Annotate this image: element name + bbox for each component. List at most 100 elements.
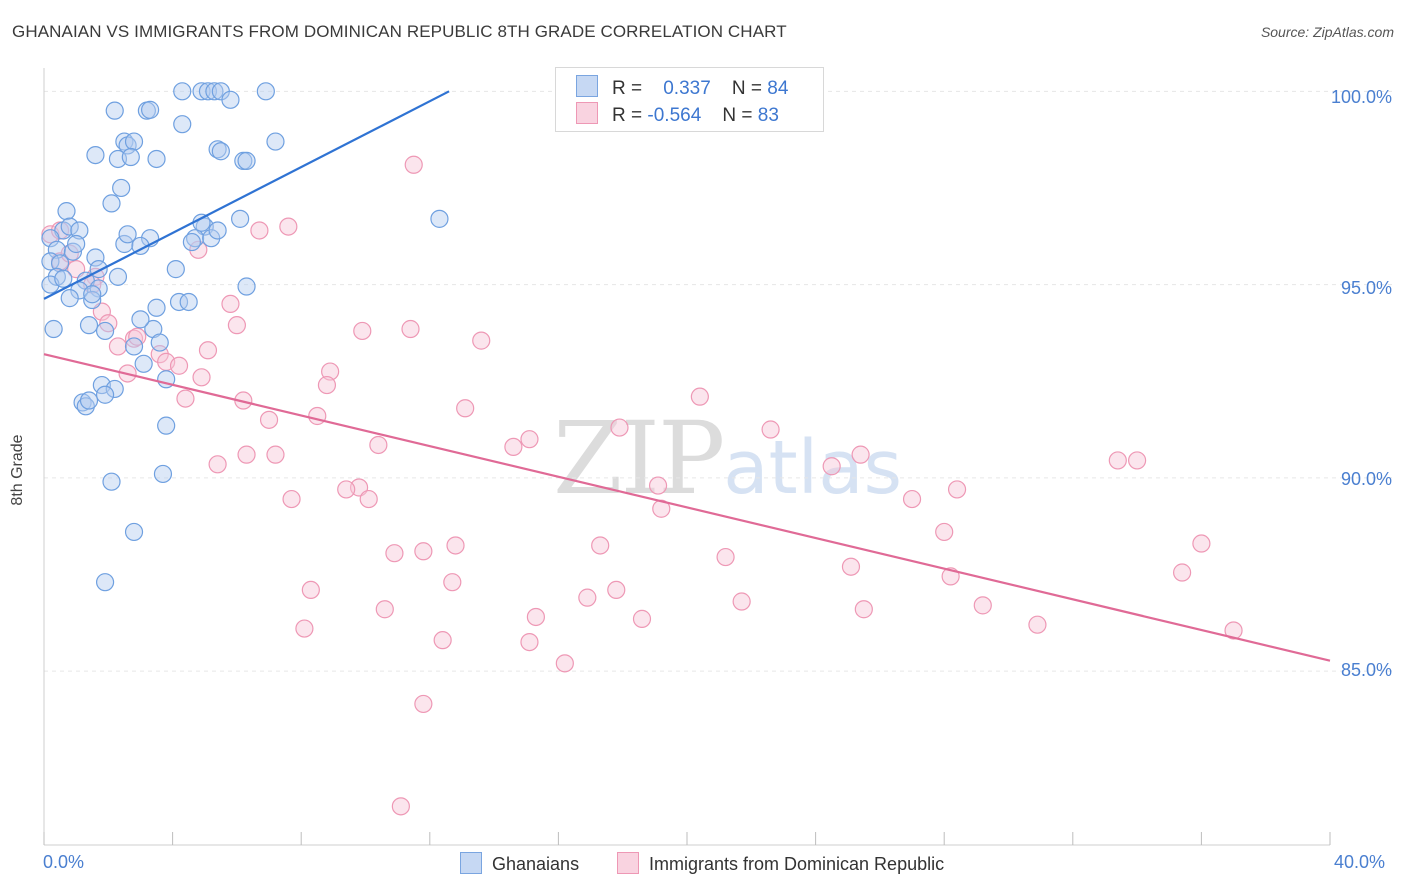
ghanaian-point: [179, 292, 198, 312]
ghanaian-point: [44, 319, 63, 339]
dominican-point: [822, 457, 841, 476]
dominican-point: [520, 430, 539, 449]
y-tick-label: 100.0%: [1330, 87, 1392, 107]
dominican-point: [526, 607, 545, 627]
dominican-point: [108, 337, 128, 356]
source-label: Source: ZipAtlas.com: [1260, 24, 1394, 40]
dominican-point: [337, 480, 356, 499]
ghanaian-point: [192, 82, 211, 101]
dominican-point: [259, 410, 279, 429]
legend-label: Immigrants from Dominican Republic: [649, 854, 945, 874]
ghanaian-point: [95, 385, 115, 404]
axes: [43, 68, 1331, 846]
ghanaian-point: [173, 82, 192, 101]
ghanaian-point: [95, 573, 115, 592]
x-tick-label-max: 40.0%: [1334, 852, 1386, 872]
ghanaian-point: [166, 260, 185, 279]
ghanaian-point: [79, 316, 99, 335]
dominican-point: [902, 489, 922, 509]
dominican-point: [317, 375, 337, 395]
series-ghanaians-points: [41, 82, 449, 592]
dominican-point: [295, 619, 314, 638]
dominican-point: [935, 522, 954, 542]
ghanaian-point: [95, 321, 115, 341]
n-value: 84: [767, 78, 789, 99]
dominican-point: [443, 573, 462, 592]
r-label: R =: [612, 105, 643, 126]
ghanaian-point: [57, 202, 76, 221]
ghanaian-point: [211, 142, 230, 161]
trend-line-ghanaians: [43, 90, 450, 300]
dominican-point: [1173, 563, 1192, 582]
ghanaian-point: [83, 285, 102, 304]
dominican-point: [301, 580, 320, 600]
ghanaian-point: [169, 292, 189, 312]
dominican-point: [282, 489, 301, 509]
n-label: N =: [722, 105, 753, 126]
legend-item-dominican[interactable]: Immigrants from Dominican Republic: [617, 852, 944, 875]
ghanaian-point: [105, 379, 124, 399]
dominican-point: [369, 435, 388, 455]
dominican-point: [555, 654, 574, 673]
dominican-point: [851, 445, 870, 464]
ghanaian-point: [221, 90, 240, 109]
ghanaian-point: [115, 234, 134, 254]
dominican-point: [610, 418, 629, 437]
dominican-point: [841, 557, 861, 576]
dominican-point: [607, 580, 626, 600]
dominican-point: [279, 217, 298, 236]
ghanaian-point: [54, 269, 73, 288]
dominican-point: [456, 399, 475, 418]
ghanaian-point: [173, 115, 192, 134]
dominican-point: [359, 489, 378, 509]
ghanaian-point: [205, 82, 224, 101]
ghanaian-point: [83, 290, 102, 310]
y-tick-label: 85.0%: [1340, 660, 1392, 680]
dominican-point: [761, 420, 780, 439]
dominican-point: [520, 632, 539, 652]
ghanaian-point: [118, 225, 137, 244]
dominican-point: [1224, 621, 1243, 640]
dominican-point: [221, 294, 240, 313]
y-tick-label: 90.0%: [1340, 469, 1392, 489]
ghanaian-point: [60, 289, 79, 308]
ghanaian-point: [41, 229, 60, 248]
ghanaian-point: [134, 354, 153, 373]
dominican-point: [1028, 615, 1047, 634]
stats-row-ghanaians: R = 0.337 N = 84: [576, 75, 788, 101]
dominican-point: [308, 406, 327, 426]
ghanaian-point: [266, 132, 285, 151]
ghanaian-point: [150, 333, 169, 352]
grid-lines: [44, 90, 1392, 672]
ghanaian-point: [79, 391, 99, 410]
r-label: R =: [612, 78, 643, 99]
ghanaian-point: [124, 337, 144, 356]
dominican-point: [227, 316, 246, 335]
pink-swatch-icon: [617, 852, 639, 874]
dominican-point: [1108, 451, 1127, 470]
dominican-point: [353, 321, 372, 341]
trend-lines: [43, 90, 1331, 662]
dominican-point: [690, 387, 709, 406]
chart-title: GHANAIAN VS IMMIGRANTS FROM DOMINICAN RE…: [12, 22, 787, 41]
ghanaian-point: [256, 82, 275, 101]
dominican-point: [632, 609, 652, 628]
n-value: 83: [757, 105, 779, 126]
dominican-point: [732, 592, 751, 611]
blue-swatch-icon: [576, 75, 598, 97]
ghanaian-point: [86, 248, 105, 267]
dominican-point: [1192, 534, 1211, 553]
dominican-point: [385, 544, 404, 563]
ghanaian-point: [50, 254, 70, 273]
y-axis-label: 8th Grade: [9, 434, 26, 506]
dominican-point: [433, 631, 452, 650]
legend-item-ghanaians[interactable]: Ghanaians: [460, 852, 579, 875]
ghanaian-point: [208, 140, 227, 159]
series-dominican-points: [41, 155, 1243, 816]
y-tick-label: 95.0%: [1340, 278, 1392, 298]
dominican-point: [192, 368, 211, 387]
watermark-atlas: atlas: [723, 425, 903, 511]
dominican-point: [67, 260, 86, 279]
dominican-point: [401, 319, 420, 339]
